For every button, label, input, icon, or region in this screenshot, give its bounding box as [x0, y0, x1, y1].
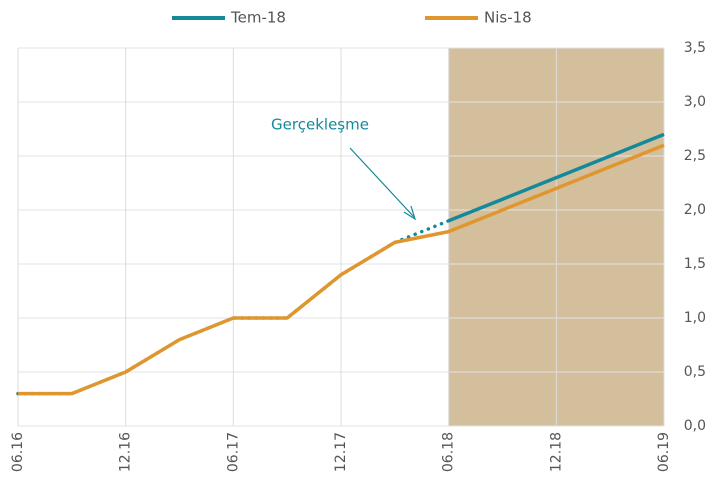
y-tick-label: 3,0	[684, 94, 706, 110]
line-series	[18, 143, 665, 396]
y-tick-label: 1,5	[684, 256, 706, 272]
annotation-arrow	[349, 147, 415, 218]
y-tick-label: 2,5	[684, 148, 706, 164]
annotation: Gerçekleşme	[271, 116, 369, 134]
legend-label: Nis-18	[484, 9, 532, 27]
y-tick-label: 1,0	[684, 310, 706, 326]
x-tick-label: 12.16	[118, 432, 134, 472]
x-tick-label: 06.17	[225, 432, 241, 472]
line-series	[448, 132, 665, 223]
x-tick-label: 06.16	[10, 432, 26, 472]
x-tick-label: 06.18	[441, 432, 457, 472]
x-tick-label: 12.18	[548, 432, 564, 472]
y-tick-label: 0,5	[684, 364, 706, 380]
x-tick-label: 12.17	[333, 432, 349, 472]
y-tick-label: 3,5	[684, 40, 706, 56]
annotation-arrowhead	[403, 205, 417, 221]
y-tick-label: 2,0	[684, 202, 706, 218]
x-tick-label: 06.19	[656, 432, 672, 472]
plot: 0,0 0,5 1,0 1,5 2,0 2,5 3,0 3,5 06.16 12.16 06.17 1…	[10, 9, 706, 473]
y-tick-label: 0,0	[684, 418, 706, 434]
legend-label: Tem-18	[230, 9, 286, 27]
